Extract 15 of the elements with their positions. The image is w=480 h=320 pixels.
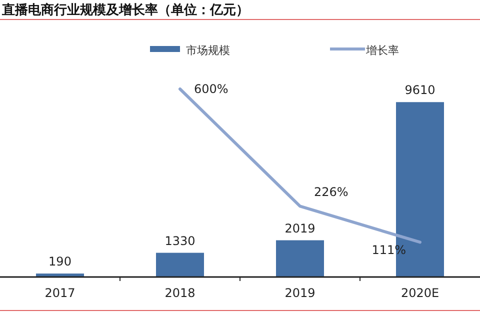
legend-label: 市场规模	[186, 44, 230, 57]
data-label: 1330	[164, 234, 196, 248]
bar	[276, 240, 324, 277]
data-label: 226%	[314, 185, 348, 200]
x-tick-label: 2019	[284, 286, 316, 300]
data-label: 9610	[404, 83, 436, 98]
legend-label: 增长率	[365, 44, 399, 57]
bar	[156, 252, 204, 277]
x-tick-label: 2020E	[400, 286, 440, 300]
data-label: 2019	[284, 221, 316, 236]
chart-title: 直播电商行业规模及增长率（单位：亿元）	[1, 2, 249, 18]
data-label: 190	[48, 254, 72, 269]
x-tick-label: 2017	[44, 286, 76, 300]
data-label: 600%	[194, 82, 228, 96]
x-tick-label: 2018	[164, 286, 196, 300]
